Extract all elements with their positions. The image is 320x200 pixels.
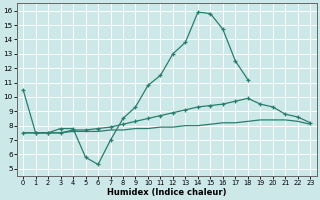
X-axis label: Humidex (Indice chaleur): Humidex (Indice chaleur) <box>107 188 227 197</box>
